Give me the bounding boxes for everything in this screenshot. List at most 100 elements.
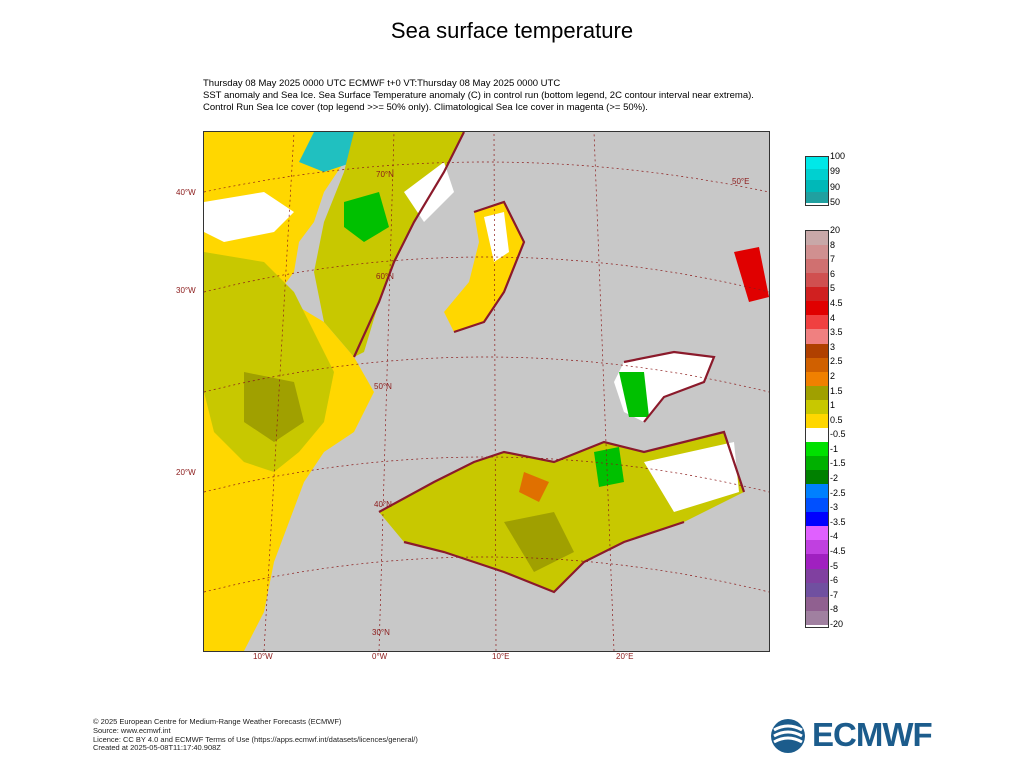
sst-legend-swatch (806, 498, 828, 513)
sst-legend-swatch (806, 385, 828, 400)
sst-legend-swatch (806, 231, 828, 246)
ice-legend-label: 50 (830, 197, 841, 207)
sst-legend-swatch (806, 582, 828, 597)
lat-label-20w: 20°W (176, 468, 196, 477)
sst-legend-label: -2.5 (830, 487, 846, 498)
map-subtitle: Thursday 08 May 2025 0000 UTC ECMWF t+0 … (203, 78, 803, 114)
sst-legend-swatch (806, 329, 828, 344)
sst-legend-label: -4 (830, 531, 839, 542)
sst-legend-label: -5 (830, 560, 839, 571)
sst-legend-swatch (806, 554, 828, 569)
sst-legend-label: -1.5 (830, 458, 846, 469)
footer-copyright: © 2025 European Centre for Medium-Range … (93, 717, 342, 726)
mediterranean-dark (504, 512, 574, 572)
sst-legend-swatch (806, 315, 828, 330)
ice-legend-swatch (806, 168, 828, 180)
footer-source: Source: www.ecmwf.int (93, 725, 171, 735)
grid-label-70n: 70°N (376, 170, 394, 179)
sst-legend-swatch (806, 441, 828, 456)
sst-legend-swatch (806, 287, 828, 302)
mediterranean-white (644, 442, 739, 512)
sst-legend-swatch (806, 427, 828, 442)
sst-legend-label: 1.5 (830, 385, 843, 396)
aegean-green (594, 447, 624, 487)
lon-label-0w: 0°W (372, 652, 388, 661)
sst-legend-label: 5 (830, 283, 836, 294)
sst-legend-label: -0.5 (830, 429, 846, 440)
sst-map-svg (204, 132, 769, 651)
page-title: Sea surface temperature (390, 18, 634, 43)
sst-legend-label: -7 (830, 589, 839, 600)
sst-legend-swatch (806, 357, 828, 372)
sst-legend-label: 7 (830, 254, 836, 265)
sst-legend-swatch (806, 540, 828, 555)
sst-legend-label: 4.5 (830, 297, 843, 308)
east-red-patch (734, 247, 769, 302)
sst-legend-label: 3.5 (830, 327, 843, 338)
sst-legend-swatch (806, 399, 828, 414)
subtitle-line-1: Thursday 08 May 2025 0000 UTC ECMWF t+0 … (203, 78, 561, 89)
graticule (204, 132, 769, 651)
black-sea-green (619, 372, 649, 417)
ice-legend-label: 90 (830, 181, 841, 192)
coastlines (352, 132, 746, 594)
lat-label-30w: 30°W (176, 286, 196, 295)
lon-label-10e: 10°E (492, 652, 510, 661)
lon-label-10w: 10°W (253, 652, 273, 661)
grid-label-60n: 60°N (376, 272, 394, 281)
sst-legend-label: 2 (830, 370, 836, 381)
ice-legend-swatch (806, 157, 828, 169)
subtitle-line-2: SST anomaly and Sea Ice. Sea Surface Tem… (203, 90, 754, 101)
sst-legend-label: -4.5 (830, 546, 846, 557)
subtitle-line-3: Control Run Sea Ice cover (top legend >>… (203, 102, 648, 113)
ice-legend-swatch (806, 180, 828, 192)
ice-legend-label: 100 (830, 151, 846, 161)
grid-label-40n: 40°N (374, 500, 392, 509)
sst-legend-label: -8 (830, 604, 839, 615)
footer-created: Created at 2025-05-08T11:17:40.908Z (93, 743, 221, 753)
sst-legend (805, 230, 829, 628)
sst-map[interactable]: 70°N 60°N 50°N 40°N 30°N 50°E (203, 131, 770, 652)
sst-legend-label: 1 (830, 400, 836, 411)
sst-legend-swatch (806, 371, 828, 386)
sst-legend-label: 2.5 (830, 356, 843, 367)
sst-legend-swatch (806, 301, 828, 316)
sst-legend-label: 6 (830, 268, 836, 279)
sst-legend-label: 3 (830, 341, 836, 352)
ice-legend-label: 99 (830, 166, 841, 177)
sst-legend-swatch (806, 596, 828, 611)
sst-legend-swatch (806, 568, 828, 583)
sst-legend-swatch (806, 512, 828, 527)
sst-legend-swatch (806, 484, 828, 499)
sst-legend-swatch (806, 413, 828, 428)
sst-legend-label: 4 (830, 312, 836, 323)
ice-legend-swatch (806, 191, 828, 203)
atlantic-dark-patch (244, 372, 304, 442)
sst-legend-swatch (806, 259, 828, 274)
sst-legend-label: -3.5 (830, 516, 846, 527)
sst-legend-label: -3 (830, 502, 839, 513)
sst-legend-swatch (806, 273, 828, 288)
sst-legend-label: 8 (830, 239, 836, 250)
lat-label-40w: 40°W (176, 188, 196, 197)
sst-legend-label: -6 (830, 575, 839, 586)
grid-label-50e: 50°E (732, 177, 750, 186)
ecmwf-logo-text: ECMWF (812, 716, 933, 753)
sst-legend-label: -20 (830, 619, 844, 629)
sst-legend-label: -2 (830, 473, 839, 484)
sst-legend-label: 20 (830, 225, 841, 235)
sst-legend-swatch (806, 470, 828, 485)
ecmwf-logo-icon (771, 719, 805, 753)
atlantic-white-patch (204, 192, 294, 242)
sst-legend-label: -1 (830, 443, 839, 454)
lon-label-20e: 20°E (616, 652, 634, 661)
grid-label-50n: 50°N (374, 382, 392, 391)
sst-legend-swatch (806, 456, 828, 471)
baltic-white (484, 212, 509, 262)
norwegian-green-patch (344, 192, 389, 242)
sst-legend-swatch (806, 343, 828, 358)
grid-label-30n: 30°N (372, 628, 390, 637)
sst-legend-swatch (806, 245, 828, 260)
sst-legend-swatch (806, 610, 828, 625)
sst-legend-label: 0.5 (830, 414, 843, 425)
